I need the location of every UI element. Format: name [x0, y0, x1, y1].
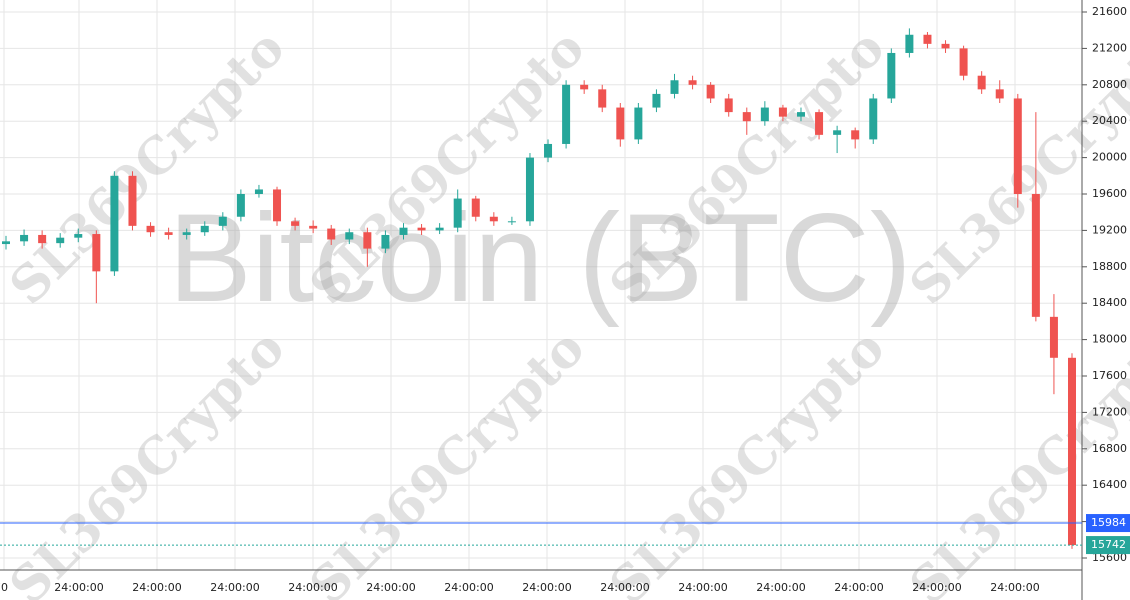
candle-body [1068, 357, 1076, 546]
candle-body [778, 107, 787, 117]
y-tick-label: 17600 [1092, 369, 1127, 382]
price-label-box [1086, 514, 1130, 533]
candle-body [544, 143, 553, 158]
candle-body [363, 232, 372, 249]
candle-body [634, 107, 643, 140]
y-tick-label: 18000 [1092, 333, 1127, 346]
candle-body [525, 157, 534, 222]
candle-body [598, 89, 607, 108]
candle-body [435, 227, 444, 231]
candle-body [128, 175, 137, 226]
candle-body [200, 225, 209, 233]
candle-body [1049, 316, 1058, 358]
candle-body [1013, 98, 1022, 195]
y-tick-label: 19600 [1092, 187, 1127, 200]
candle-body [164, 232, 173, 235]
y-tick-label: 20400 [1092, 114, 1127, 127]
candle-body [580, 84, 589, 90]
candle-body [869, 98, 878, 140]
candle-body [833, 130, 842, 135]
y-tick-label: 18800 [1092, 260, 1127, 273]
grid [0, 0, 1082, 570]
candle-body [507, 221, 516, 223]
candle-body [724, 98, 733, 113]
x-tick-label: 24:00:00 [366, 581, 415, 594]
candle-body [670, 80, 679, 94]
candle-body [291, 221, 300, 226]
candle-body [110, 175, 119, 272]
x-tick-label: 24:00:00 [132, 581, 181, 594]
candle-body [146, 225, 155, 233]
candle-body [345, 232, 354, 240]
candle-body [38, 234, 47, 244]
candle-body [995, 89, 1004, 99]
x-tick-label: 24:00:00 [912, 581, 961, 594]
candle-body [959, 48, 968, 76]
candle-body [941, 43, 950, 49]
candle-body [652, 93, 661, 108]
x-tick-label: 24:00:00 [288, 581, 337, 594]
candle-body [2, 241, 10, 245]
candle-body [760, 107, 769, 122]
candle-body [616, 107, 625, 140]
candle-body [489, 216, 498, 222]
candle-body [309, 225, 318, 229]
y-tick-label: 19200 [1092, 223, 1127, 236]
candle-body [218, 216, 227, 226]
candle-body [327, 228, 336, 240]
x-tick-label: 24:00:00 [54, 581, 103, 594]
candle-body [887, 52, 896, 99]
candle-body [923, 34, 932, 44]
candle-body [381, 234, 390, 249]
x-tick-label: 24:00:00 [678, 581, 727, 594]
x-tick-label: 24:00:00 [756, 581, 805, 594]
y-tick-label: 16800 [1092, 442, 1127, 455]
candle-body [254, 189, 263, 195]
candle-body [815, 112, 824, 135]
candle-body [688, 80, 697, 85]
x-tick-label: 24:00:00 [522, 581, 571, 594]
x-tick-label: 24:00:00 [834, 581, 883, 594]
candle-body [562, 84, 571, 144]
y-tick-label: 20800 [1092, 78, 1127, 91]
candle-body [56, 237, 65, 244]
price-label: 15742 [1091, 538, 1126, 551]
x-tick-label: 24:00:00 [444, 581, 493, 594]
x-tick-label: 1970 [0, 581, 8, 594]
candle-body [706, 84, 715, 99]
y-tick-label: 16400 [1092, 478, 1127, 491]
y-tick-label: 17200 [1092, 405, 1127, 418]
price-label-box [1086, 536, 1130, 555]
y-tick-label: 21600 [1092, 5, 1127, 18]
y-tick-label: 21200 [1092, 41, 1127, 54]
y-tick-label: 20000 [1092, 151, 1127, 164]
candle-body [20, 234, 29, 242]
y-tick-label: 18400 [1092, 296, 1127, 309]
price-label: 15984 [1091, 516, 1126, 529]
x-tick-label: 24:00:00 [210, 581, 259, 594]
candle-body [977, 75, 986, 90]
candle-body [471, 198, 480, 217]
y-tick-label: 15600 [1092, 551, 1127, 564]
candle-body [399, 227, 408, 235]
candle-body [74, 234, 83, 238]
candle-body [453, 198, 462, 228]
candle-body [236, 194, 245, 217]
candle-body [796, 112, 805, 117]
candle-body [417, 227, 426, 231]
candle-body [742, 112, 751, 122]
candles [2, 28, 1076, 549]
candle-body [182, 232, 191, 235]
chart-title: Bitcoin (BTC) [168, 189, 911, 328]
x-tick-label: 24:00:00 [600, 581, 649, 594]
candle-body [851, 130, 860, 140]
candle-body [92, 234, 101, 272]
candle-body [273, 189, 282, 222]
candle-body [1031, 194, 1040, 317]
candle-body [905, 34, 914, 53]
x-tick-label: 24:00:00 [990, 581, 1039, 594]
